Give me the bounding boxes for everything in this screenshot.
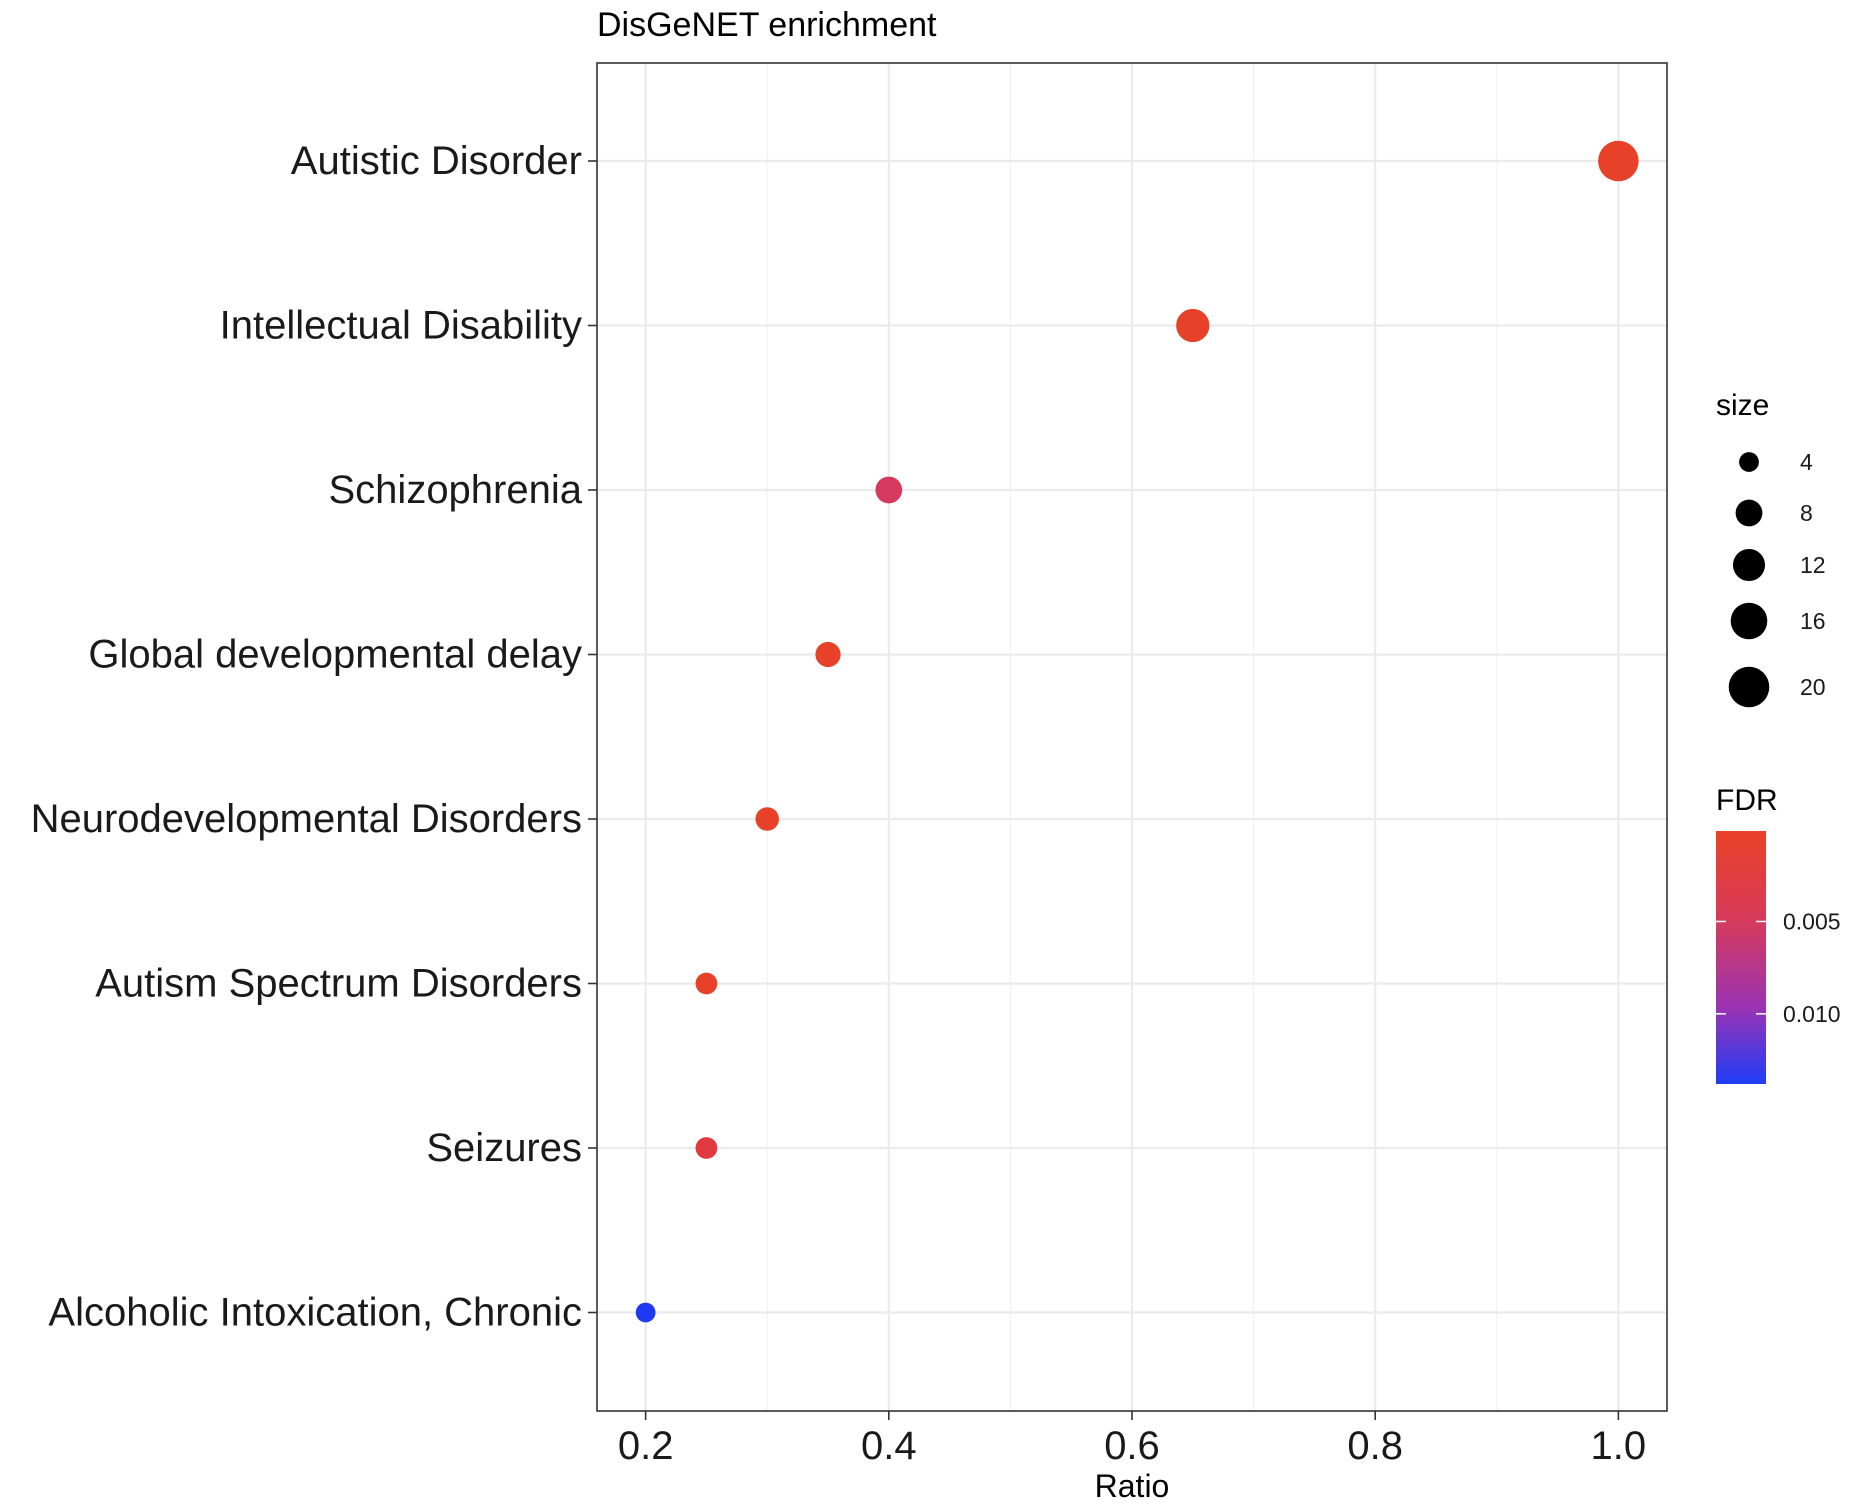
x-tick-label: 0.2 [618,1424,674,1468]
data-point [695,1137,718,1159]
size-legend: size 4 8 12 16 20 [1716,389,1826,708]
y-tick-label: Alcoholic Intoxication, Chronic [48,1291,582,1335]
chart-title: DisGeNET enrichment [597,6,937,44]
y-tick-label: Autistic Disorder [291,139,582,183]
y-tick-label: Autism Spectrum Disorders [95,962,582,1006]
x-tick-label: 0.4 [861,1424,917,1468]
size-legend-label: 4 [1800,449,1813,475]
x-tick-label: 1.0 [1591,1424,1647,1468]
data-point [635,1302,656,1323]
size-legend-label: 12 [1800,552,1826,578]
y-tick-label: Global developmental delay [88,633,582,677]
x-axis: 0.2 0.4 0.6 0.8 1.0 [618,1411,1646,1468]
size-legend-key [1735,499,1763,527]
y-tick-label: Neurodevelopmental Disorders [31,797,582,841]
y-tick-label: Intellectual Disability [220,304,582,348]
size-legend-title: size [1716,389,1769,422]
fdr-legend: FDR 0.005 0.010 [1716,784,1841,1084]
size-legend-label: 16 [1800,608,1826,634]
size-legend-label: 20 [1800,674,1826,700]
fdr-legend-title: FDR [1716,784,1778,817]
size-legend-key [1739,452,1759,472]
fdr-legend-label: 0.010 [1783,1001,1841,1027]
data-point [1176,308,1210,343]
data-point [755,807,780,831]
size-legend-key [1728,666,1770,708]
size-legend-label: 8 [1800,500,1813,526]
size-legend-key [1730,602,1768,640]
data-point [815,641,841,668]
x-tick-label: 0.8 [1347,1424,1403,1468]
grid-lines [597,63,1667,1411]
fdr-colorbar [1716,831,1766,1084]
x-tick-label: 0.6 [1104,1424,1160,1468]
fdr-legend-label: 0.005 [1783,908,1841,934]
data-points [635,140,1639,1323]
data-point [695,972,718,995]
x-axis-label: Ratio [1095,1468,1170,1504]
size-legend-key [1732,548,1766,582]
y-tick-label: Seizures [426,1126,582,1170]
data-point [875,476,903,504]
data-point [1598,140,1639,182]
y-tick-label: Schizophrenia [329,468,583,512]
y-axis: Autistic Disorder Intellectual Disability… [31,139,597,1335]
